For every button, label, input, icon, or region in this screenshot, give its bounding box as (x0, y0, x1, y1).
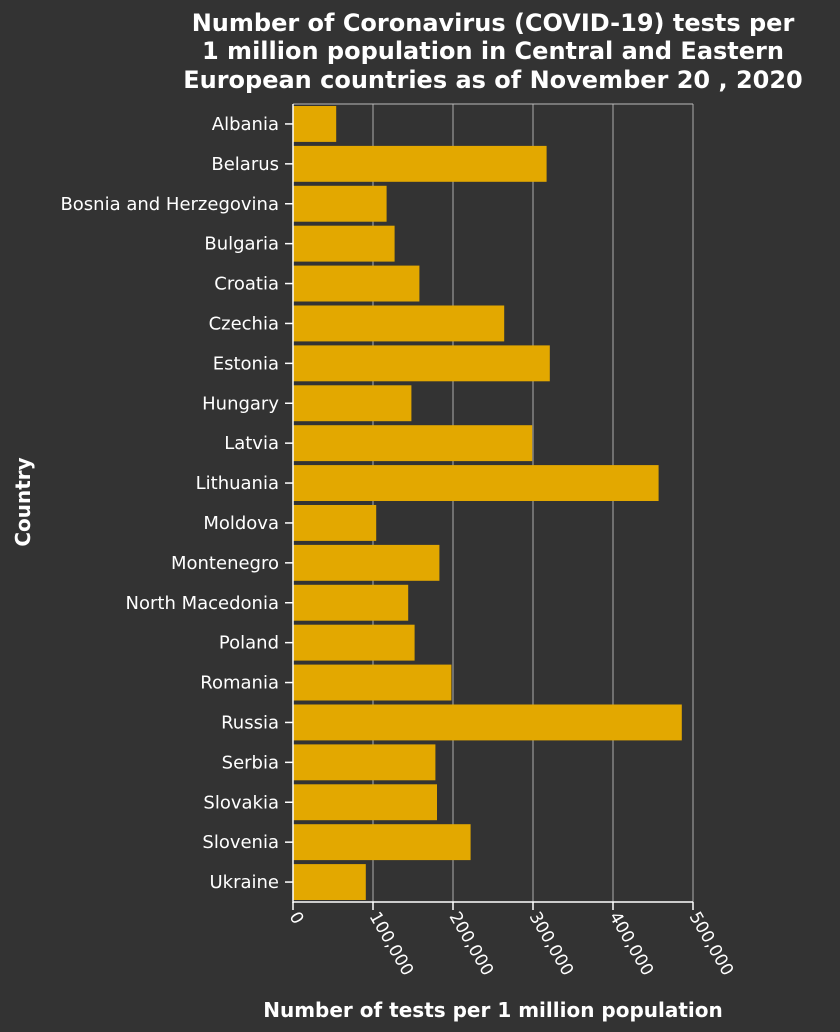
y-tick-label: Poland (219, 633, 279, 654)
y-tick-label: Slovakia (203, 792, 279, 813)
bar (293, 704, 682, 741)
y-tick-label: Ukraine (209, 872, 279, 893)
bar (293, 345, 550, 382)
bar (293, 185, 387, 222)
bar (293, 504, 377, 541)
y-tick-label: Bulgaria (204, 234, 279, 255)
y-tick-label: Moldova (203, 513, 279, 534)
gridlines (293, 103, 694, 902)
bar (293, 265, 420, 302)
y-tick-label: Croatia (214, 274, 279, 295)
bar (293, 864, 366, 901)
x-tick-label: 0 (285, 909, 308, 928)
bars (293, 105, 682, 901)
bar (293, 824, 471, 861)
y-tick-label: Belarus (211, 154, 279, 175)
y-tick-label: Czechia (209, 313, 279, 334)
y-tick-label: Lithuania (196, 473, 279, 494)
bar (293, 105, 337, 142)
y-tick-label: Montenegro (171, 553, 279, 574)
bar (293, 145, 547, 182)
y-tick-label: Hungary (202, 393, 279, 414)
x-tick-label: 500,000 (685, 909, 737, 980)
chart-title: Number of Coronavirus (COVID-19) tests p… (183, 9, 803, 94)
bar (293, 584, 409, 621)
bar (293, 784, 437, 821)
bar (293, 225, 395, 262)
x-tick-label: 300,000 (525, 909, 577, 980)
bar (293, 425, 533, 462)
x-tick-label: 400,000 (605, 909, 657, 980)
bar (293, 624, 415, 661)
y-tick-label: North Macedonia (126, 593, 279, 614)
y-tick-label: Albania (212, 114, 279, 135)
chart-title-line-3: European countries as of November 20 , 2… (183, 66, 803, 94)
bar (293, 465, 659, 502)
y-tick-label: Romania (200, 673, 279, 694)
chart-title-line-2: 1 million population in Central and East… (202, 37, 784, 65)
x-axis-title: Number of tests per 1 million population (263, 998, 723, 1022)
y-tick-label: Russia (221, 712, 279, 733)
y-tick-label: Latvia (224, 433, 279, 454)
bar (293, 544, 440, 581)
y-tick-label: Serbia (222, 752, 279, 773)
bar (293, 305, 505, 342)
chart-title-line-1: Number of Coronavirus (COVID-19) tests p… (192, 9, 795, 37)
y-tick-label: Slovenia (202, 832, 279, 853)
bar (293, 385, 412, 422)
x-tick-label: 200,000 (445, 909, 497, 980)
x-tick-label: 100,000 (365, 909, 417, 980)
y-tick-label: Bosnia and Herzegovina (60, 194, 279, 215)
bar (293, 744, 436, 781)
y-axis-title: Country (11, 457, 35, 546)
y-tick-label: Estonia (213, 353, 279, 374)
bar (293, 664, 452, 701)
